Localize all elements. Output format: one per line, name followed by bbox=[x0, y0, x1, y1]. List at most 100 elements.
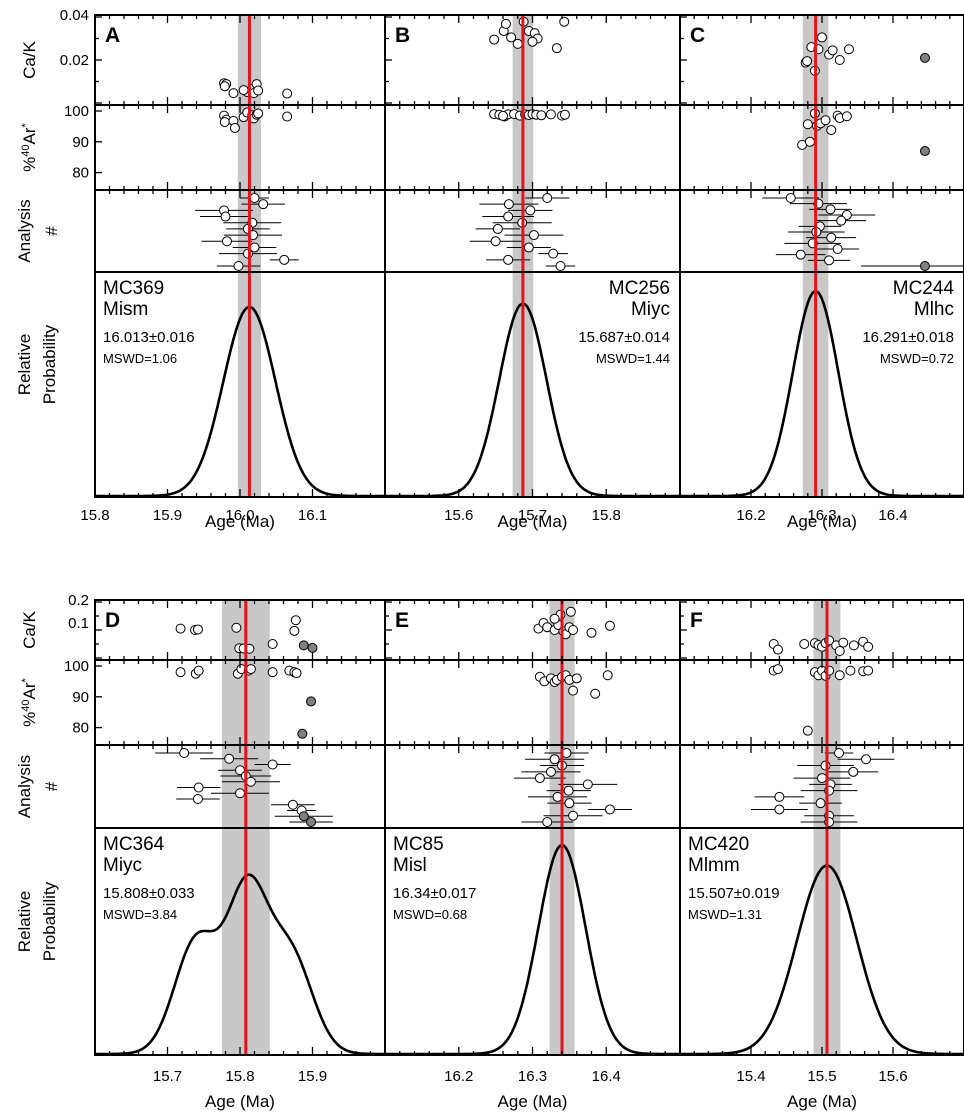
analysis-point bbox=[774, 804, 785, 815]
x-tick-label: 16.2 bbox=[736, 507, 765, 524]
cak-point bbox=[527, 36, 538, 47]
cak-point bbox=[267, 639, 278, 649]
weighted-age: 15.687±0.014 bbox=[578, 329, 670, 346]
sample-name: MC244 bbox=[893, 278, 955, 299]
unit-name: Mism bbox=[103, 299, 148, 320]
analysis-row-title: Analysis bbox=[15, 755, 34, 818]
analysis-point bbox=[193, 782, 204, 793]
x-tick-label: 15.9 bbox=[153, 507, 182, 524]
x-tick-label: 15.6 bbox=[444, 507, 473, 524]
ar-superscript: 40 bbox=[20, 699, 32, 711]
ar-star: * bbox=[20, 122, 32, 127]
analysis-point bbox=[549, 754, 560, 765]
cak-point bbox=[282, 88, 293, 99]
analysis-hash: # bbox=[42, 781, 61, 791]
cak-point bbox=[290, 615, 301, 626]
cak-point bbox=[799, 639, 810, 649]
mswd-value: MSWD=1.44 bbox=[596, 351, 670, 366]
cak-point bbox=[838, 637, 849, 648]
analysis-point bbox=[492, 223, 503, 234]
x-tick-label: 16.1 bbox=[298, 507, 327, 524]
cak-point bbox=[568, 625, 579, 635]
x-axis-label: Age (Ma) bbox=[498, 1092, 568, 1111]
cak-point bbox=[489, 34, 500, 45]
analysis-point bbox=[548, 248, 559, 259]
analysis-point bbox=[224, 753, 235, 764]
analysis-point bbox=[836, 215, 847, 226]
analysis-point bbox=[279, 254, 290, 265]
analysis-row-title-2: # bbox=[42, 226, 61, 236]
ar-point bbox=[571, 673, 582, 684]
analysis-hash: # bbox=[42, 226, 61, 236]
x-tick-label: 15.8 bbox=[80, 507, 109, 524]
panel-letter: E bbox=[395, 609, 409, 632]
ar-point bbox=[568, 685, 579, 696]
cak-point bbox=[253, 85, 264, 96]
ar-row-title: %40Ar* bbox=[20, 122, 39, 171]
cak-row-title: Ca/K bbox=[20, 610, 39, 648]
panel-plot-area bbox=[385, 15, 680, 497]
analysis-point bbox=[221, 236, 232, 247]
cak-point bbox=[506, 32, 517, 43]
analysis-point bbox=[582, 779, 593, 790]
ar-row-title: %40Ar* bbox=[20, 677, 39, 726]
ar-star: * bbox=[20, 677, 32, 682]
analysis-point bbox=[245, 776, 256, 787]
prob-label-2: Probability bbox=[40, 324, 59, 404]
analysis-point bbox=[834, 748, 845, 758]
analysis-point bbox=[503, 254, 514, 265]
cak-tick-label: 0.02 bbox=[60, 52, 89, 69]
ar-prefix: % bbox=[20, 712, 39, 727]
analysis-label: Analysis bbox=[15, 199, 34, 262]
ar-point-excluded bbox=[919, 146, 930, 157]
sample-name: MC364 bbox=[103, 834, 165, 855]
analysis-point bbox=[563, 785, 574, 796]
ar-point bbox=[498, 110, 508, 121]
prob-label-1: Relative bbox=[15, 891, 34, 952]
x-axis-label: Age (Ma) bbox=[498, 512, 568, 531]
cak-point bbox=[228, 88, 239, 99]
cak-point bbox=[848, 640, 859, 651]
ar-point bbox=[834, 670, 845, 681]
cak-tick-label: 0.2 bbox=[68, 592, 89, 609]
prob-row-title-1: Relative bbox=[15, 334, 34, 395]
x-tick-label: 15.7 bbox=[153, 1068, 182, 1085]
cak-point bbox=[175, 623, 186, 634]
analysis-point bbox=[523, 242, 534, 253]
x-tick-label: 15.9 bbox=[298, 1068, 327, 1085]
ar-point bbox=[802, 119, 813, 130]
cak-point bbox=[500, 18, 511, 29]
analysis-point bbox=[542, 817, 553, 827]
ar-tick-label: 100 bbox=[64, 103, 89, 120]
analysis-point-excluded bbox=[919, 261, 930, 271]
ar-point bbox=[820, 115, 831, 126]
panel-plot-area bbox=[680, 15, 964, 497]
analysis-point bbox=[542, 193, 553, 203]
ar-point bbox=[845, 665, 856, 676]
analysis-point bbox=[815, 798, 826, 809]
weighted-age: 15.808±0.033 bbox=[103, 885, 195, 902]
unit-name: Miyc bbox=[103, 855, 142, 876]
panel-letter: C bbox=[690, 24, 705, 47]
panel-letter: F bbox=[690, 609, 703, 632]
analysis-point bbox=[490, 236, 501, 247]
sample-name: MC85 bbox=[393, 834, 444, 855]
ar-point bbox=[291, 668, 302, 679]
analysis-point bbox=[825, 204, 836, 215]
cak-row-title: Ca/K bbox=[20, 40, 39, 78]
mswd-value: MSWD=1.31 bbox=[688, 907, 762, 922]
unit-name: Mlmm bbox=[688, 855, 740, 876]
panel-letter: B bbox=[395, 24, 410, 47]
unit-name: Mlhc bbox=[914, 299, 954, 320]
analysis-point-excluded bbox=[306, 817, 317, 827]
x-tick-label: 15.5 bbox=[807, 1068, 836, 1085]
analysis-row-title-2: # bbox=[42, 781, 61, 791]
ar-point bbox=[804, 136, 815, 147]
analysis-point bbox=[555, 261, 566, 271]
ar-point bbox=[545, 109, 556, 120]
cak-point-excluded bbox=[298, 640, 309, 651]
analysis-point bbox=[848, 766, 859, 777]
analysis-point bbox=[192, 794, 203, 804]
